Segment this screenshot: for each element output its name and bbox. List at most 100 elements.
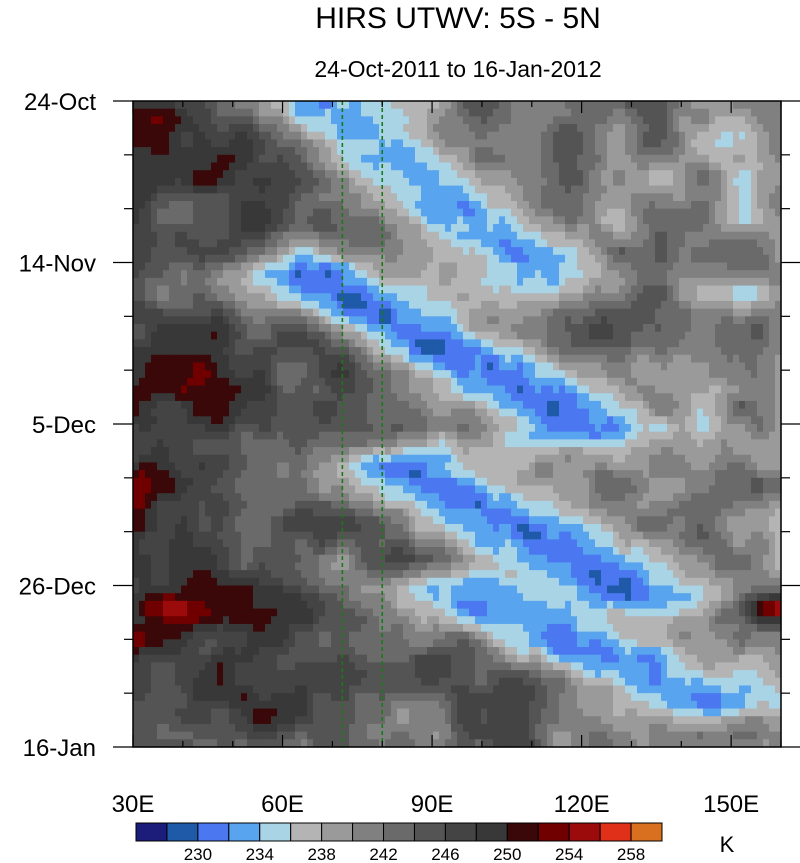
contour-cell (607, 131, 614, 141)
contour-cell (253, 439, 260, 448)
contour-cell (337, 300, 344, 310)
contour-cell (577, 116, 584, 125)
contour-cell (367, 447, 374, 456)
contour-cell (739, 416, 746, 425)
contour-cell (229, 454, 236, 464)
contour-cell (589, 147, 596, 156)
contour-cell (205, 439, 212, 448)
contour-cell (685, 354, 692, 364)
contour-cell (163, 116, 170, 125)
contour-cell (253, 216, 260, 225)
contour-cell (349, 154, 356, 164)
contour-cell (355, 185, 362, 194)
contour-cell (709, 316, 716, 325)
contour-cell (421, 439, 428, 448)
contour-cell (517, 439, 524, 448)
contour-cell (757, 208, 764, 217)
contour-cell (565, 200, 572, 210)
contour-cell (637, 285, 644, 294)
contour-cell (163, 431, 170, 440)
contour-cell (199, 193, 206, 202)
contour-cell (157, 277, 164, 287)
contour-cell (607, 300, 614, 310)
contour-cell (751, 293, 758, 302)
contour-cell (325, 116, 332, 125)
contour-cell (517, 139, 524, 148)
contour-cell (391, 300, 398, 310)
contour-cell (451, 354, 458, 364)
contour-cell (511, 224, 518, 233)
contour-cell (181, 424, 188, 433)
contour-cell (517, 293, 524, 302)
contour-cell (709, 254, 716, 264)
contour-cell (307, 200, 314, 210)
contour-cell (325, 247, 332, 256)
contour-cell (259, 285, 266, 294)
contour-cell (211, 216, 218, 225)
contour-cell (157, 377, 164, 387)
contour-cell (577, 439, 584, 448)
contour-cell (271, 116, 278, 125)
contour-cell (583, 277, 590, 287)
contour-cell (175, 454, 182, 464)
contour-cell (319, 308, 326, 317)
contour-cell (229, 339, 236, 348)
contour-cell (157, 108, 164, 117)
contour-cell (481, 370, 488, 379)
contour-cell (331, 354, 338, 364)
contour-cell (505, 101, 512, 110)
contour-cell (409, 439, 416, 448)
contour-cell (583, 116, 590, 125)
contour-cell (361, 370, 368, 379)
contour-cell (325, 208, 332, 217)
contour-cell (607, 177, 614, 187)
contour-cell (385, 116, 392, 125)
contour-cell (571, 324, 578, 333)
contour-cell (343, 193, 350, 202)
contour-cell (235, 431, 242, 440)
contour-cell (205, 224, 212, 233)
contour-cell (151, 124, 158, 133)
contour-cell (175, 393, 182, 402)
contour-cell (745, 208, 752, 217)
contour-cell (265, 116, 272, 125)
contour-cell (679, 262, 686, 271)
contour-cell (241, 147, 248, 156)
contour-cell (487, 385, 494, 394)
contour-cell (259, 108, 266, 117)
contour-cell (187, 154, 194, 164)
contour-cell (511, 354, 518, 364)
contour-cell (691, 131, 698, 141)
contour-cell (415, 224, 422, 233)
contour-cell (457, 239, 464, 248)
contour-cell (631, 224, 638, 233)
contour-cell (301, 116, 308, 125)
contour-cell (169, 170, 176, 179)
contour-cell (163, 400, 170, 410)
contour-cell (433, 139, 440, 148)
contour-cell (637, 231, 644, 241)
contour-cell (145, 101, 152, 110)
contour-cell (655, 362, 662, 371)
contour-cell (643, 216, 650, 225)
contour-cell (259, 154, 266, 164)
contour-cell (481, 262, 488, 271)
contour-cell (571, 400, 578, 410)
contour-cell (187, 216, 194, 225)
contour-cell (433, 231, 440, 241)
contour-cell (511, 247, 518, 256)
contour-cell (499, 347, 506, 356)
contour-cell (247, 177, 254, 187)
contour-cell (439, 370, 446, 379)
contour-cell (631, 277, 638, 287)
contour-cell (157, 285, 164, 294)
contour-cell (505, 147, 512, 156)
contour-cell (295, 124, 302, 133)
contour-cell (739, 377, 746, 387)
contour-cell (193, 424, 200, 433)
contour-cell (763, 193, 770, 202)
contour-cell (373, 439, 380, 448)
contour-cell (559, 431, 566, 440)
contour-cell (319, 424, 326, 433)
contour-cell (469, 300, 476, 310)
